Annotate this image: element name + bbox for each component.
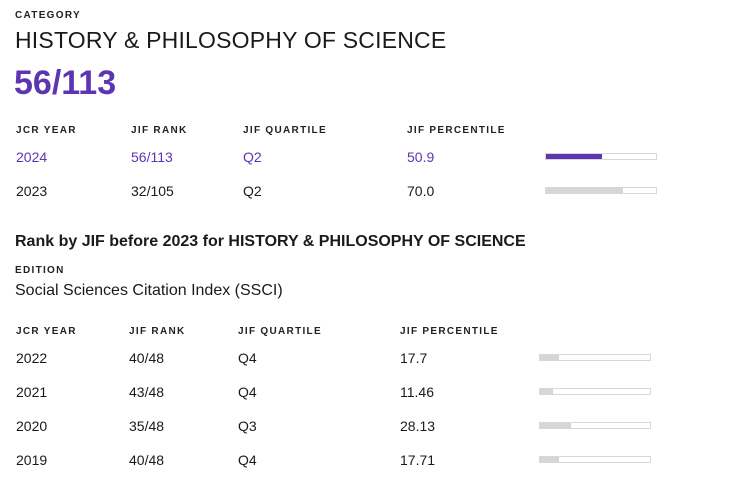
percentile-bar-fill: [546, 154, 602, 159]
row-quartile: Q2: [243, 149, 262, 165]
row-percentile: 11.46: [400, 384, 434, 400]
row-year: 2019: [16, 452, 48, 468]
row-percentile: 70.0: [407, 183, 435, 199]
row-percentile: 17.7: [400, 350, 428, 366]
row-percentile: 28.13: [400, 418, 436, 434]
col-head-jcr-year: JCR YEAR: [16, 125, 77, 136]
section-title-pre-2023: Rank by JIF before 2023 for HISTORY & PH…: [15, 233, 526, 250]
col-head-jif-rank: JIF RANK: [129, 326, 186, 337]
row-rank: 32/105: [131, 183, 174, 199]
percentile-bar: [539, 354, 651, 361]
row-rank: 35/48: [129, 418, 165, 434]
row-rank: 40/48: [129, 350, 165, 366]
row-year: 2020: [16, 418, 48, 434]
row-quartile: Q4: [238, 350, 257, 366]
percentile-bar: [545, 187, 657, 194]
row-year: 2022: [16, 350, 48, 366]
col-head-jcr-year: JCR YEAR: [16, 326, 77, 337]
edition-label: EDITION: [15, 265, 65, 276]
percentile-bar: [539, 456, 651, 463]
row-rank: 56/113: [131, 149, 173, 165]
percentile-bar-fill: [540, 355, 560, 360]
percentile-bar: [545, 153, 657, 160]
edition-name: Social Sciences Citation Index (SSCI): [15, 282, 283, 299]
category-label: CATEGORY: [15, 10, 81, 21]
row-year: 2023: [16, 183, 48, 199]
row-year: 2024: [16, 149, 48, 165]
row-percentile: 50.9: [407, 149, 435, 165]
percentile-bar-fill: [546, 188, 623, 193]
col-head-jif-percentile: JIF PERCENTILE: [400, 326, 499, 337]
col-head-jif-rank: JIF RANK: [131, 125, 188, 136]
percentile-bar: [539, 422, 651, 429]
category-name: HISTORY & PHILOSOPHY OF SCIENCE: [15, 27, 447, 53]
row-percentile: 17.71: [400, 452, 436, 468]
category-rank: 56/113: [14, 64, 117, 102]
percentile-bar-fill: [540, 389, 553, 394]
row-quartile: Q2: [243, 183, 262, 199]
row-quartile: Q4: [238, 452, 257, 468]
row-rank: 40/48: [129, 452, 165, 468]
percentile-bar-fill: [540, 457, 560, 462]
row-rank: 43/48: [129, 384, 165, 400]
percentile-bar-fill: [540, 423, 571, 428]
row-quartile: Q4: [238, 384, 257, 400]
col-head-jif-percentile: JIF PERCENTILE: [407, 125, 506, 136]
col-head-jif-quartile: JIF QUARTILE: [238, 326, 322, 337]
percentile-bar: [539, 388, 651, 395]
col-head-jif-quartile: JIF QUARTILE: [243, 125, 327, 136]
row-year: 2021: [16, 384, 48, 400]
row-quartile: Q3: [238, 418, 257, 434]
